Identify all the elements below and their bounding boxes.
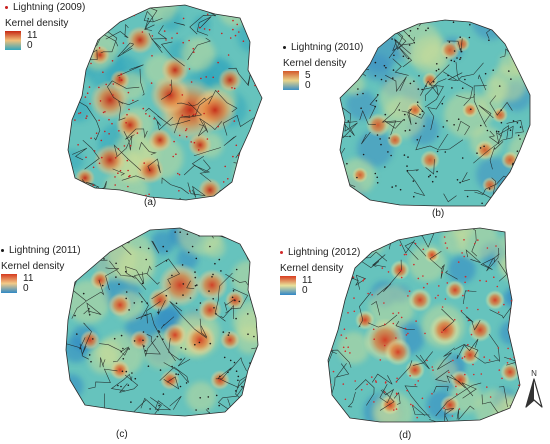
legend-b: Lightning (2010) Kernel density 5 0: [283, 42, 363, 91]
legend-a-series: Lightning (2009): [13, 2, 86, 13]
caption-d: (d): [399, 430, 412, 441]
legend-b-max: 5: [305, 70, 311, 81]
map-d: [327, 227, 521, 423]
legend-d: Lightning (2012) Kernel density 11 0: [280, 247, 360, 296]
panel-d: Lightning (2012) Kernel density 11 0 (d): [275, 222, 550, 444]
panel-b: Lightning (2010) Kernel density 5 0 (b): [275, 0, 550, 222]
caption-b: (b): [432, 208, 445, 219]
legend-c-max: 11: [23, 273, 34, 284]
legend-c-color-ramp: [1, 274, 17, 293]
legend-c: Lightning (2011) Kernel density 11 0: [1, 245, 81, 294]
map-a: [67, 4, 263, 201]
legend-a-min: 0: [27, 40, 33, 51]
legend-a-title: Kernel density: [5, 17, 69, 29]
caption-a: (a): [144, 197, 157, 208]
lightning-point-icon: [1, 249, 4, 253]
north-arrow-icon: N: [525, 369, 543, 408]
legend-a-color-ramp: [5, 31, 21, 50]
lightning-point-icon: [280, 251, 283, 255]
legend-b-min: 0: [305, 80, 311, 91]
legend-d-title: Kernel density: [280, 262, 344, 274]
caption-c: (c): [116, 429, 128, 440]
legend-c-series: Lightning (2011): [9, 245, 81, 256]
legend-b-series: Lightning (2010): [291, 42, 364, 53]
north-label: N: [531, 369, 537, 378]
legend-b-title: Kernel density: [283, 57, 347, 69]
lightning-point-icon: [5, 6, 8, 10]
legend-a-max: 11: [27, 30, 38, 41]
lightning-point-icon: [283, 46, 286, 50]
panel-c: Lightning (2011) Kernel density 11 0 (c): [0, 222, 275, 444]
legend-a: Lightning (2009) Kernel density 11 0: [5, 2, 85, 51]
panel-a: Lightning (2009) Kernel density 11 0 (a): [0, 0, 275, 222]
legend-d-max: 11: [302, 275, 313, 286]
map-b: [339, 19, 531, 207]
legend-d-series: Lightning (2012): [288, 247, 361, 258]
legend-c-min: 0: [23, 283, 29, 294]
legend-c-title: Kernel density: [1, 260, 65, 272]
map-c: [65, 227, 259, 417]
legend-b-color-ramp: [283, 71, 299, 90]
legend-d-color-ramp: [280, 276, 296, 295]
legend-d-min: 0: [302, 285, 308, 296]
